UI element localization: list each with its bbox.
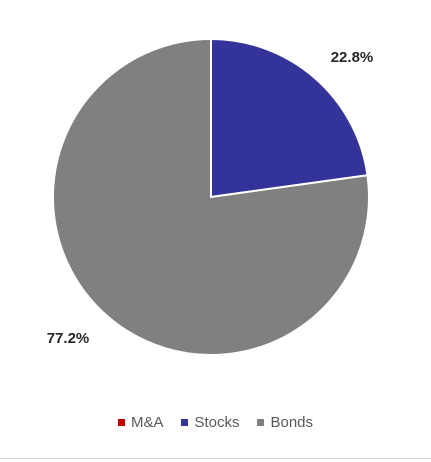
legend-swatch-stocks bbox=[181, 419, 189, 426]
pie-data-labels: 22.8% 77.2% bbox=[47, 49, 374, 347]
data-label-bonds: 77.2% bbox=[47, 330, 90, 347]
legend: M&A Stocks Bonds bbox=[0, 414, 431, 431]
legend-item-m-and-a: M&A bbox=[117, 414, 164, 431]
legend-label-stocks: Stocks bbox=[194, 414, 240, 431]
bottom-divider bbox=[0, 458, 431, 459]
legend-swatch-bonds bbox=[257, 419, 265, 426]
pie-slice-stocks bbox=[210, 37, 369, 199]
pie-slices bbox=[52, 37, 370, 356]
pie-plot-area: 22.8% 77.2% bbox=[47, 37, 374, 356]
legend-label-m-and-a: M&A bbox=[130, 414, 164, 431]
legend-item-bonds: Bonds bbox=[257, 414, 313, 431]
pie-slice-bonds bbox=[52, 37, 370, 356]
legend-label-bonds: Bonds bbox=[270, 414, 314, 431]
legend-item-stocks: Stocks bbox=[181, 414, 239, 431]
data-label-stocks: 22.8% bbox=[331, 49, 374, 66]
legend-swatch-m-and-a bbox=[117, 419, 125, 426]
